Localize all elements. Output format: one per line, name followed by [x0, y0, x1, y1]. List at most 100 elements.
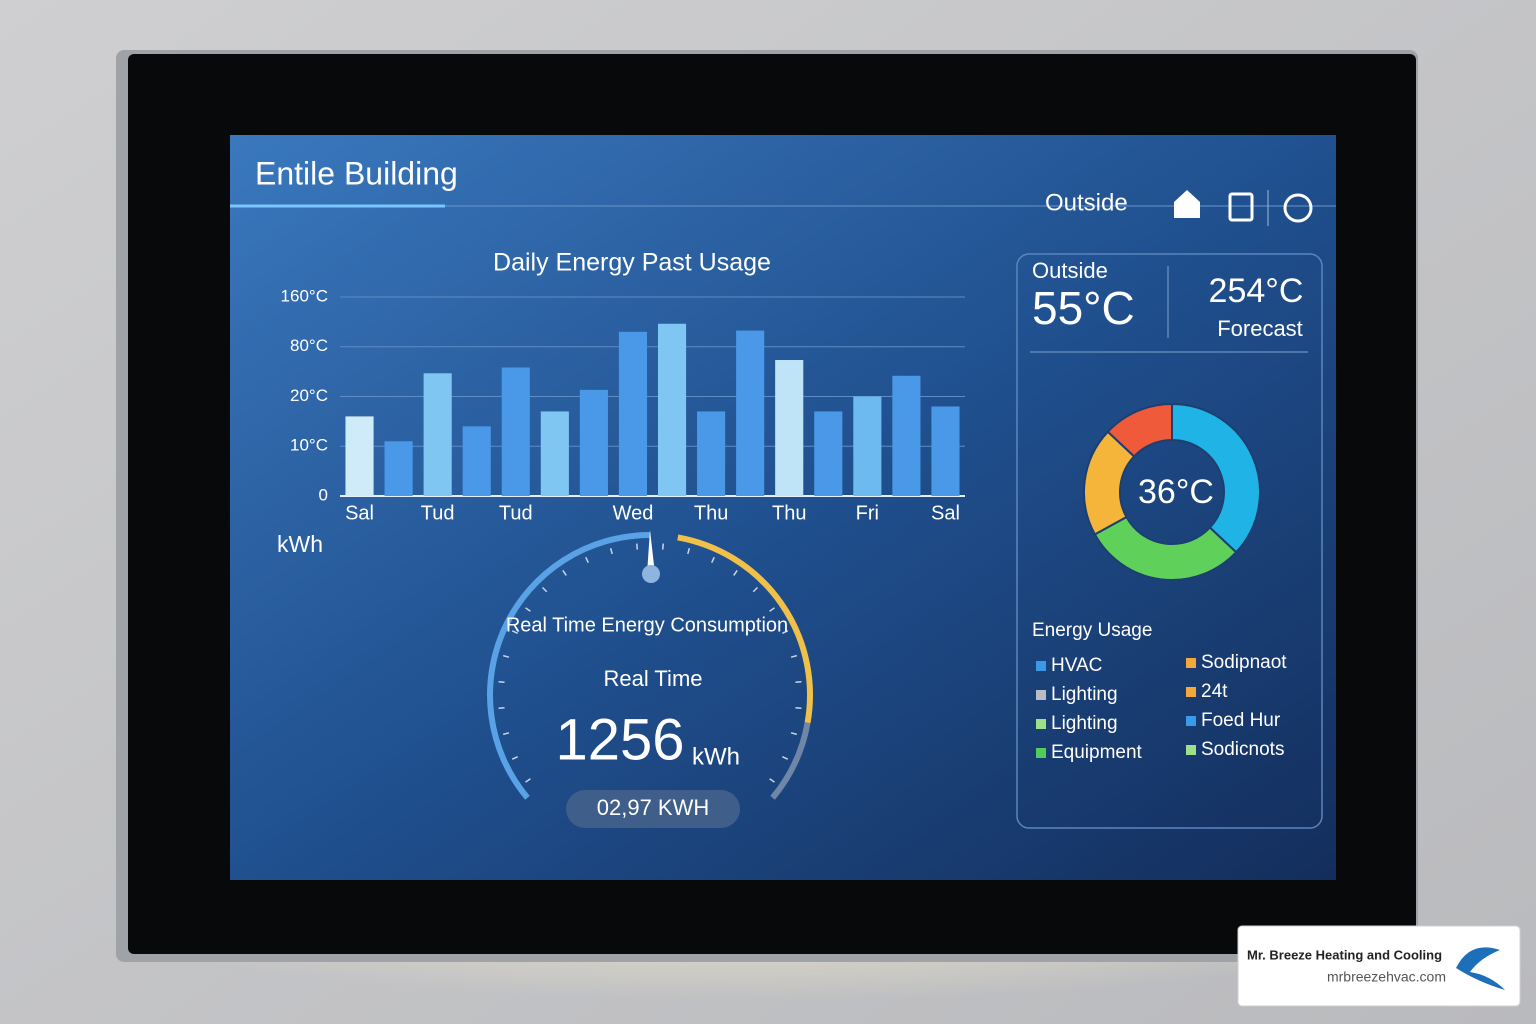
- bar: [814, 411, 843, 496]
- gauge-tick: [498, 706, 505, 709]
- legend-swatch: [1036, 719, 1046, 729]
- gauge-tick: [795, 681, 802, 684]
- watermark-logo: [1456, 947, 1505, 990]
- bar: [697, 411, 726, 496]
- legend-swatch: [1186, 716, 1196, 726]
- bar: [345, 416, 374, 496]
- gauge: [487, 530, 813, 800]
- legend-label: HVAC: [1051, 655, 1102, 676]
- y-tick-label: 80°C: [290, 336, 328, 355]
- gauge-tick: [711, 556, 715, 563]
- gauge-needle: [647, 530, 655, 574]
- y-tick-label: 10°C: [290, 436, 328, 455]
- legend-swatch: [1186, 658, 1196, 668]
- bar: [423, 373, 452, 496]
- bar: [931, 406, 960, 496]
- screen: [230, 135, 1336, 880]
- watermark-url: mrbreezehvac.com: [1327, 969, 1446, 985]
- legend: HVAC Lighting Lighting Equipment Sodipnaot 24…: [1036, 652, 1287, 763]
- bar: [540, 411, 569, 496]
- bar: [657, 323, 687, 496]
- legend-title: Energy Usage: [1032, 620, 1152, 641]
- bar: [853, 396, 882, 496]
- bar: [618, 331, 648, 496]
- watermark-box: [1237, 925, 1521, 1007]
- gauge-arc-yellow: [677, 534, 813, 724]
- outside-value: 55°C: [1032, 282, 1135, 334]
- x-tick-label: Wed: [613, 502, 654, 524]
- report-icon[interactable]: [1228, 192, 1254, 222]
- gauge-tick: [687, 547, 691, 555]
- gauge-tick: [752, 586, 759, 593]
- gauge-pill: [566, 790, 740, 828]
- gauge-arc-blue: [487, 532, 651, 800]
- gauge-tick: [585, 556, 589, 563]
- gauge-title: Real Time Energy Consumption: [506, 614, 788, 636]
- legend-label: Lighting: [1051, 713, 1118, 734]
- legend-swatch: [1186, 687, 1196, 697]
- gauge-tick: [636, 543, 639, 550]
- y-tick-label: 160°C: [281, 286, 328, 305]
- gauge-tick: [511, 630, 518, 634]
- chart-title: Daily Energy Past Usage: [493, 249, 771, 277]
- x-tick-label: Thu: [694, 502, 728, 524]
- gauge-tick: [790, 654, 798, 658]
- bar: [501, 367, 530, 496]
- gauge-tick: [609, 547, 613, 555]
- home-icon[interactable]: [1174, 190, 1200, 218]
- gauge-tick: [511, 756, 518, 760]
- gauge-subtitle: Real Time: [603, 666, 702, 691]
- donut-segment: [1093, 515, 1238, 581]
- bar: [462, 426, 491, 496]
- gauge-arc-gray: [770, 722, 811, 800]
- gauge-tick: [562, 570, 567, 576]
- outside-label: Outside: [1032, 258, 1108, 283]
- gauge-value: 1256: [555, 707, 684, 772]
- gauge-pill-text: 02,97 KWH: [597, 795, 710, 820]
- x-tick-label: Sal: [345, 502, 374, 524]
- gauge-hub: [642, 565, 660, 583]
- gauge-tick: [790, 732, 798, 736]
- bar: [892, 375, 921, 496]
- legend-label: Lighting: [1051, 684, 1118, 705]
- gauge-tick: [782, 756, 789, 760]
- legend-label: Sodipnaot: [1201, 652, 1287, 673]
- bar: [736, 330, 765, 496]
- header-icons[interactable]: [1174, 190, 1313, 226]
- x-tick-label: Tud: [421, 502, 455, 524]
- gauge-tick: [498, 681, 505, 684]
- legend-label: Equipment: [1051, 742, 1143, 763]
- header-outside: Outside: [1045, 189, 1128, 216]
- donut-chart: [1083, 402, 1261, 581]
- header-title: Entile Building: [255, 155, 458, 191]
- y-tick-label: 0: [319, 485, 328, 504]
- donut-center-label: 36°C: [1138, 473, 1214, 511]
- side-panel: [1016, 253, 1323, 829]
- donut-segment: [1171, 402, 1261, 554]
- legend-swatch: [1036, 748, 1046, 758]
- forecast-label: Forecast: [1217, 316, 1303, 341]
- watermark-name: Mr. Breeze Heating and Cooling: [1247, 947, 1442, 962]
- legend-swatch: [1186, 745, 1196, 755]
- x-tick-label: Sal: [931, 502, 960, 524]
- donut-segment: [1106, 402, 1173, 458]
- gauge-tick: [795, 706, 802, 709]
- legend-label: 24t: [1201, 681, 1228, 702]
- gauge-unit: kWh: [692, 743, 740, 770]
- legend-label: Foed Hur: [1201, 710, 1281, 731]
- y-tick-label: 20°C: [290, 386, 328, 405]
- bar: [775, 360, 804, 496]
- gauge-tick: [661, 543, 664, 550]
- y-axis-label: kWh: [277, 531, 323, 557]
- forecast-value: 254°C: [1209, 272, 1304, 310]
- gauge-tick: [502, 654, 510, 658]
- legend-swatch: [1036, 661, 1046, 671]
- gauge-tick: [733, 570, 738, 576]
- gauge-tick: [525, 607, 531, 612]
- settings-icon[interactable]: [1283, 193, 1313, 223]
- gauge-tick: [502, 732, 510, 736]
- legend-label: Sodicnots: [1201, 739, 1284, 760]
- gauge-tick: [541, 586, 548, 593]
